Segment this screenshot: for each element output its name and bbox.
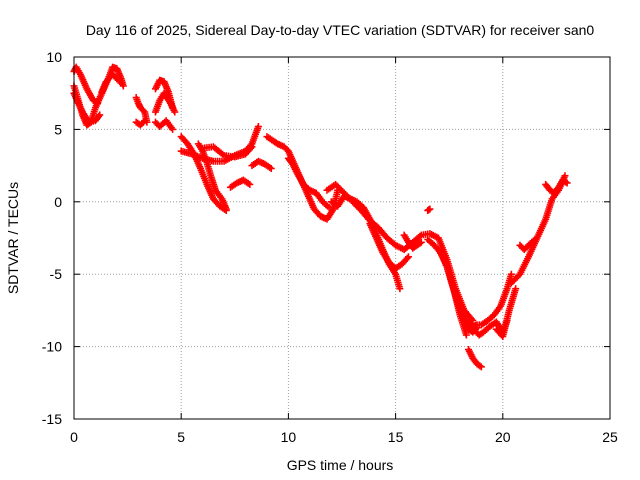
- data-point: [531, 235, 539, 243]
- data-point: [417, 238, 425, 246]
- data-point: [171, 108, 179, 116]
- x-axis-label: GPS time / hours: [287, 457, 394, 473]
- y-tick-label: -15: [42, 411, 62, 427]
- y-tick-label: -10: [42, 339, 62, 355]
- data-point-interp: [416, 232, 424, 240]
- y-tick-label: 5: [54, 121, 62, 137]
- data-point-interp: [139, 118, 147, 126]
- data-point-interp: [95, 112, 103, 120]
- plot-frame: [73, 56, 611, 420]
- data-point: [94, 99, 102, 107]
- data-point: [117, 79, 125, 87]
- data-point-interp: [247, 144, 255, 152]
- data-point: [404, 253, 412, 261]
- data-point: [396, 285, 404, 293]
- data-point: [248, 143, 256, 151]
- data-point-interp: [116, 78, 124, 86]
- y-tick-label: 0: [54, 194, 62, 210]
- x-tick-label: 15: [388, 429, 404, 445]
- data-point: [507, 270, 515, 278]
- data-point-interp: [416, 239, 424, 247]
- y-tick-label: -5: [50, 266, 63, 282]
- data-point: [96, 111, 104, 119]
- data-point: [267, 164, 275, 172]
- data-point: [254, 123, 262, 131]
- x-tick-label: 20: [495, 429, 511, 445]
- data-point-interp: [219, 150, 227, 158]
- axis-ticks: [73, 56, 611, 420]
- data-point: [246, 180, 254, 188]
- data-point: [462, 331, 470, 339]
- data-point: [169, 125, 177, 133]
- y-tick-label: 10: [46, 49, 62, 65]
- y-axis-label: SDTVAR / TECUs: [5, 182, 21, 294]
- data-point-interp: [562, 178, 570, 186]
- chart-title: Day 116 of 2025, Sidereal Day-to-day VTE…: [86, 22, 595, 38]
- data-point: [477, 363, 485, 371]
- data-point-interp: [403, 254, 411, 262]
- x-tick-label: 5: [177, 429, 185, 445]
- data-points: [70, 63, 571, 371]
- data-point-interp: [468, 315, 476, 323]
- data-point: [325, 204, 333, 212]
- y-tick-labels: -15 -10 -5 0 5 10: [42, 49, 62, 427]
- x-tick-label: 10: [281, 429, 297, 445]
- data-point: [141, 117, 149, 125]
- data-point: [426, 205, 434, 213]
- data-point-interp: [92, 98, 100, 106]
- x-tick-labels: 0 5 10 15 20 25: [70, 429, 618, 445]
- data-point: [222, 205, 230, 213]
- x-tick-label: 25: [602, 429, 618, 445]
- data-point: [563, 179, 571, 187]
- data-point: [512, 285, 520, 293]
- data-point-interp: [476, 362, 484, 370]
- x-tick-label: 0: [70, 429, 78, 445]
